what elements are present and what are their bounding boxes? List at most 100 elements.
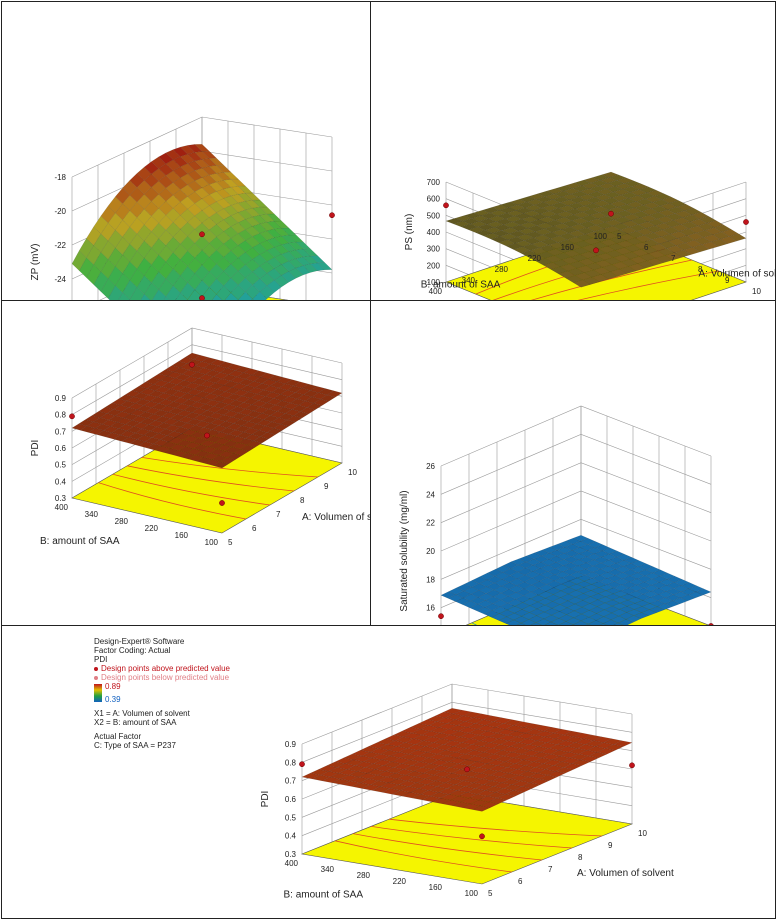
zp-z-label: ZP (mV) [30,243,41,280]
legend-max: 0.89 [105,682,121,691]
ps-y-tick: 340 [462,276,476,285]
ps-x-tick: 8 [698,265,703,274]
pdi-design-point [189,361,195,368]
zp-z-tick: -22 [54,241,66,250]
ps-surface-plot: 700 600 500 400 300 200 100 PS (nm) 5 6 7 8 9 10 A: Vo… [404,171,777,300]
sol-design-point [708,623,714,625]
ps-x-axis: 5 6 7 8 9 10 A: Volumen of solvent [617,232,777,296]
pdi-x-tick: 7 [276,510,281,519]
zp-z-tick: -20 [54,207,66,216]
sol-z-tick: 22 [426,519,435,528]
pdi-main-surface-plot: 0.9 0.8 0.7 0.6 0.5 0.4 0.3 PDI 5 6 7 8 9 10 A: Volume… [260,683,674,901]
legend-x1: X1 = A: Volumen of solvent [94,709,190,718]
sol-plot-group: 26242220181614Saturated solubility (mg/m… [399,405,714,625]
ps-z-axis: 700 600 500 400 300 200 100 PS (nm) [404,178,441,287]
pdi-z-tick: 0.8 [55,411,67,420]
pdi-x-tick: 9 [324,482,329,491]
above-point-icon [94,666,98,671]
zp-design-point [329,212,335,219]
pdi-design-point [69,413,75,420]
pdi_main-contour [388,818,603,837]
pdi_main-y-axis: 100 160 220 280 340 400 B: amount of SAA [284,859,479,901]
panel-sol: 26242220181614Saturated solubility (mg/m… [370,300,776,626]
pdi_main-z-tick: 0.3 [285,850,297,859]
pdi_main-z-axis: 0.9 0.8 0.7 0.6 0.5 0.4 0.3 PDI [260,740,297,859]
pdi_main-z-tick: 0.9 [285,740,297,749]
pdi_main-z-tick: 0.4 [285,832,297,841]
ps-surface-cell [573,279,591,288]
pdi_main-x-tick: 10 [638,829,647,838]
ps-contour [577,270,720,300]
sol-surface-cell [572,535,589,542]
ps-z-tick: 300 [427,245,441,254]
pdi_main-plot-group: 0.9 0.8 0.7 0.6 0.5 0.4 0.3 PDI 5 6 7 8 9 10 A: Volume… [260,683,674,901]
ps-x-tick: 7 [671,254,676,263]
ps-x-tick: 5 [617,232,622,241]
pdi_main-z-tick: 0.7 [285,777,297,786]
pdi_main-y-tick: 100 [465,889,479,898]
pdi-y-tick: 220 [145,524,159,533]
pdi-plot-group: 0.9 0.8 0.7 0.6 0.5 0.4 0.3 PDI 5 6 7 8 9 10 A: Volume… [30,327,371,547]
pdi-x-tick: 8 [300,496,305,505]
solubility-surface-plot: 26242220181614Saturated solubility (mg/m… [399,405,714,625]
pdi-y-tick: 340 [85,510,99,519]
pdi_main-surface [301,708,633,812]
pdi_main-x-tick: 6 [518,877,523,886]
sol-grid-line [440,405,712,467]
pdi-x-label: A: Volumen of solvent [302,512,371,523]
pdi_main-x-label: A: Volumen of solvent [577,868,674,879]
sol-design-point [438,613,444,620]
pdi_main-design-point [479,833,485,840]
pdi-x-axis: 5 6 7 8 9 10 A: Volumen of solvent [228,468,371,547]
ps-y-label: B: amount of SAA [421,279,501,290]
pdi-x-tick: 10 [348,468,357,477]
zp-z-tick: -24 [54,275,66,284]
pdi-z-tick: 0.3 [55,494,67,503]
pdi-x-tick: 6 [252,524,257,533]
sol-z-axis: 26242220181614Saturated solubility (mg/m… [399,462,436,613]
pdi_main-z-tick: 0.8 [285,758,297,767]
pdi-z-label: PDI [30,440,41,457]
ps-z-tick: 600 [427,195,441,204]
pdi_main-z-tick: 0.5 [285,813,297,822]
pdi_main-y-label: B: amount of SAA [284,890,364,901]
pdi-design-point [219,500,225,506]
pdi_main-z-label: PDI [260,791,271,808]
legend-software: Design-Expert® Software [94,637,185,646]
pdi-y-tick: 100 [205,538,219,547]
ps-x-label: A: Volumen of solvent [699,269,777,280]
legend-below-row: Design points below predicted value [94,673,230,682]
pdi_main-y-tick: 160 [429,883,443,892]
ps-surface [445,171,747,288]
ps-design-point [593,247,599,254]
pdi_main-contour [352,833,543,861]
design-expert-legend: Design-Expert® Software Factor Coding: A… [94,637,230,750]
pdi_main-x-tick: 9 [608,841,613,850]
ps-z-tick: 700 [427,178,441,187]
colorbar [94,684,102,702]
sol-z-tick: 16 [426,604,435,613]
ps-y-tick: 280 [495,265,509,274]
pdi_main-design-point [464,766,470,773]
ps-x-tick: 10 [752,287,761,296]
sol-z-tick: 26 [426,462,435,471]
zp-z-axis: -18-20-22-24-26-28ZP (mV) [30,173,67,284]
ps-design-point [608,210,614,217]
pdi-surface-cell [184,352,201,360]
pdi-contour [98,482,247,520]
zp-z-tick: -18 [54,173,66,182]
legend-above-row: Design points above predicted value [94,664,230,673]
pdi_main-y-tick: 280 [357,871,371,880]
sol-z-label: Saturated solubility (mg/ml) [399,490,410,611]
pdi_main-y-tick: 400 [285,859,299,868]
ps-z-tick: 100 [427,278,441,287]
pdi-y-tick: 400 [55,503,69,512]
ps-x-tick: 6 [644,243,649,252]
zp-surface-cell [194,144,210,152]
ps-x-tick: 9 [725,276,730,285]
pdi_main-x-axis: 5 6 7 8 9 10 A: Volumen of solvent [488,829,674,898]
below-point-icon [94,675,98,680]
sol-z-tick: 20 [426,547,435,556]
legend-below: Design points below predicted value [101,673,230,682]
